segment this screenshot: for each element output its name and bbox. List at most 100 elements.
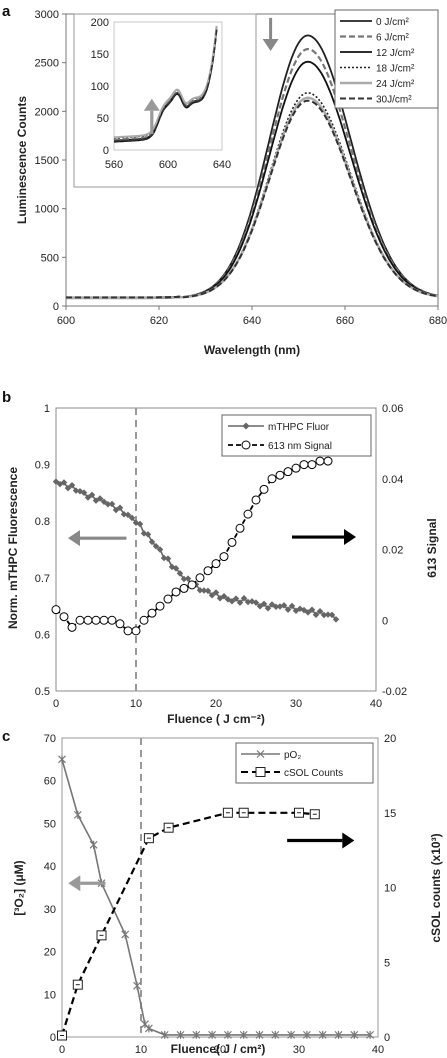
mthpc-marker [236, 599, 244, 606]
mthpc-marker [116, 504, 124, 511]
signal-613-marker [107, 615, 117, 625]
po2-marker [208, 1030, 217, 1039]
signal-613-marker [291, 463, 301, 473]
right-y-tick-label: 0.02 [382, 545, 403, 557]
mthpc-marker [160, 554, 168, 562]
csol-marker [222, 807, 233, 818]
left-y-tick-label: 60 [44, 776, 56, 788]
po2-marker [287, 1030, 296, 1039]
right-y-tick-label: 5 [384, 957, 390, 969]
signal-613-marker [51, 605, 61, 615]
left-y-tick-label: 70 [44, 733, 56, 745]
signal-613-marker [251, 495, 261, 505]
mthpc-marker [64, 484, 72, 492]
panel-a-x-tick-label: 680 [429, 315, 447, 327]
mthpc-marker [136, 520, 144, 528]
mthpc-marker [156, 546, 164, 553]
po2-marker [176, 1030, 185, 1039]
left-y-tick-label: 0.8 [35, 516, 50, 528]
po2-marker [239, 1030, 248, 1039]
left-y-tick-label: 10 [44, 989, 56, 1001]
signal-613-marker [139, 615, 149, 625]
signal-613-marker [171, 587, 181, 597]
po2-marker [121, 930, 130, 939]
mthpc-marker [196, 587, 204, 594]
po2-marker [58, 755, 66, 764]
mthpc-marker [180, 575, 188, 583]
mthpc-marker [108, 500, 116, 508]
left-y-tick-label: 0.7 [35, 573, 50, 585]
signal-613-marker [147, 608, 157, 618]
right-y-tick-label: 0 [382, 615, 388, 627]
panel-a-legend-label: 6 J/cm² [376, 33, 409, 44]
legend-label-mthpc: mTHPC Fluor [268, 422, 330, 433]
po2-marker [133, 981, 141, 990]
x-tick-label: 20 [214, 1044, 226, 1056]
panel-a-series-line [66, 99, 439, 299]
panel-c-x-ticks: 0 10 20 30 40 [59, 1044, 384, 1056]
panel-a-curves [66, 34, 439, 300]
signal-613-marker [131, 626, 141, 636]
panel-b-legend: mTHPC Fluor 613 nm Signal [221, 414, 372, 457]
panel-letter-b: b [2, 389, 11, 406]
signal-613-marker [115, 619, 125, 629]
signal-613-marker [75, 615, 85, 625]
panel-a-x-tick-label: 600 [57, 315, 75, 327]
legend-marker-mthpc [242, 422, 250, 430]
panel-b: b 0.5 0.6 0.7 0.8 0.9 1 -0.02 0 0.02 0.04 0.06 0 1… [2, 389, 439, 726]
inset-series-line [114, 28, 218, 141]
mthpc-marker [204, 587, 212, 595]
inset-curves [113, 25, 218, 143]
panel-a-legend: 0 J/cm² 6 J/cm² 12 J/cm² 18 J/cm² 24 J/cm² 30… [334, 9, 439, 109]
mthpc-marker [84, 494, 92, 501]
panel-a-inset: 0 50 100 150 200 560 600 640 [73, 13, 257, 188]
mthpc-marker [200, 587, 208, 594]
csol-marker [238, 807, 249, 818]
legend-label-613: 613 nm Signal [268, 441, 332, 452]
mthpc-line [55, 480, 337, 620]
po2-marker [255, 1030, 264, 1039]
right-y-tick-label: 0 [384, 1032, 390, 1044]
csol-marker [143, 833, 154, 844]
po2-marker [73, 810, 82, 819]
right-y-tick-label: -0.02 [382, 686, 407, 698]
panel-a-legend-label: 0 J/cm² [376, 17, 409, 28]
panel-c-plot-frame [61, 737, 379, 1038]
inset-up-arrow [143, 98, 160, 134]
left-y-tick-label: 30 [44, 904, 56, 916]
po2-marker [89, 840, 98, 849]
signal-613-marker [243, 509, 253, 519]
left-y-tick-label: 1 [44, 403, 50, 415]
x-tick-label: 0 [59, 1044, 65, 1056]
panel-a-legend-label: 24 J/cm² [376, 79, 415, 90]
panel-a-y-tick-label: 2500 [35, 58, 59, 70]
panel-c: c 0 10 20 30 40 50 60 70 0 5 10 15 20 0 10 20 30 40 [³O… [2, 728, 443, 1056]
panel-c-right-y-ticks: 0 5 10 15 20 [384, 733, 396, 1044]
mthpc-marker [264, 605, 272, 612]
inset-x-tick-label: 640 [213, 159, 231, 171]
signal-613-marker [123, 626, 133, 636]
csol-marker [57, 1030, 67, 1041]
panel-b-x-axis-title: Fluence ( J cm⁻²) [167, 712, 265, 726]
x-tick-label: 30 [290, 698, 302, 710]
mthpc-marker [260, 600, 268, 608]
mthpc-marker [72, 487, 80, 494]
inset-y-ticks: 0 50 100 150 200 [91, 17, 109, 157]
panel-a-y-tick-label: 1500 [35, 155, 59, 167]
panel-a-legend-label: 30J/cm² [376, 95, 412, 106]
right-y-tick-label: 10 [384, 883, 396, 895]
signal-613-marker [275, 470, 285, 480]
x-tick-label: 10 [135, 1044, 147, 1056]
panel-letter-a: a [2, 3, 11, 20]
panel-a-y-tick-label: 0 [53, 301, 59, 313]
left-y-tick-label: 40 [44, 861, 56, 873]
po2-marker [302, 1030, 311, 1039]
panel-c-arrows [68, 832, 355, 892]
signal-613-marker [259, 484, 269, 494]
inset-y-tick-label: 100 [91, 81, 109, 93]
legend-marker-csol [255, 767, 266, 777]
inset-x-tick-label: 560 [105, 159, 123, 171]
mthpc-marker [272, 603, 280, 611]
inset-plot-frame [113, 21, 223, 151]
left-y-tick-label: 0.5 [35, 686, 50, 698]
